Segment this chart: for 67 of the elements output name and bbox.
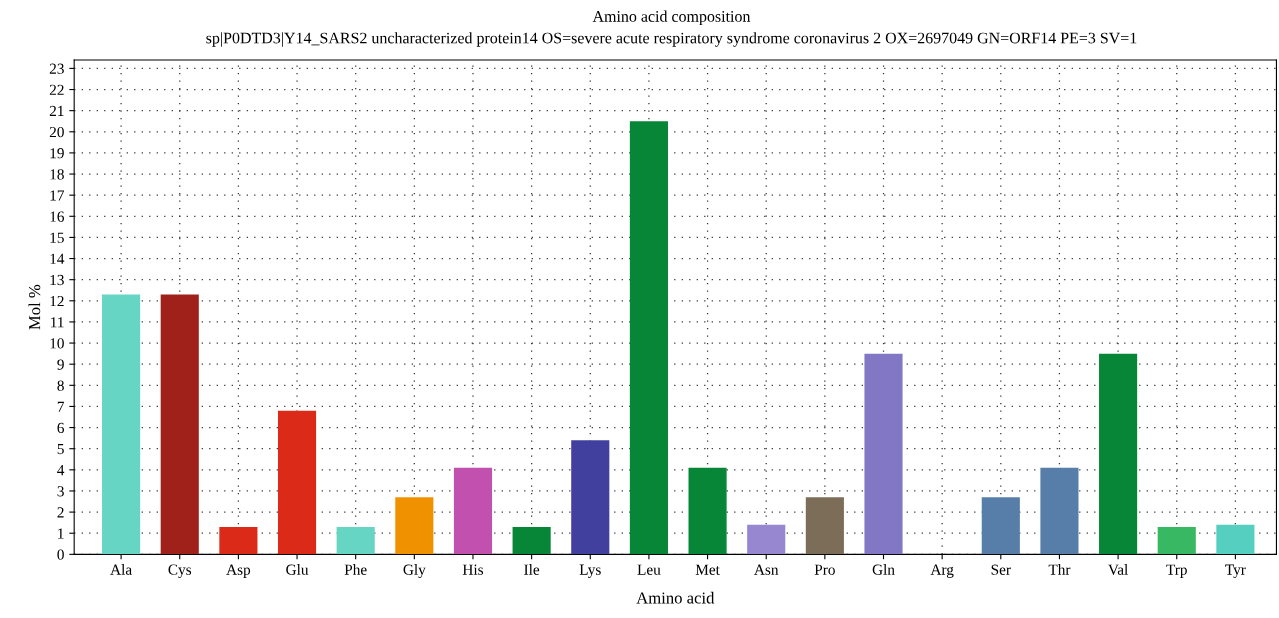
bar <box>160 294 199 555</box>
x-tick-label: Leu <box>637 564 661 575</box>
bar <box>747 524 786 555</box>
y-tick-label: 16 <box>50 211 64 222</box>
x-tick-label: Met <box>695 564 720 575</box>
y-tick-label: 5 <box>57 444 64 455</box>
y-tick-label: 23 <box>49 63 64 74</box>
x-tick-label: Val <box>1108 564 1128 575</box>
bar <box>277 410 317 555</box>
y-tick-label: 6 <box>57 422 64 434</box>
y-tick-label: 13 <box>50 274 64 286</box>
x-tick-label: Gly <box>403 564 426 578</box>
x-tick-label: Tyr <box>1225 564 1246 578</box>
bar <box>336 526 375 555</box>
bar <box>571 440 610 555</box>
y-tick-label: 7 <box>57 401 65 412</box>
bar <box>688 467 727 555</box>
y-tick-label: 10 <box>50 338 64 349</box>
y-tick-label: 8 <box>57 380 64 391</box>
chart-subtitle: sp|P0DTD3|Y14_SARS2 uncharacterized protein14 OS=severe acute respiratory syndrome coronavirus 2 OX=2697049 GN=ORF14 PE=3 SV=1 <box>206 32 1137 47</box>
x-tick-label: His <box>462 564 484 575</box>
y-tick-label: 14 <box>50 253 65 264</box>
x-axis-title: Amino acid <box>636 591 715 604</box>
bar <box>805 497 844 555</box>
x-tick-label: Thr <box>1048 564 1071 575</box>
x-tick-label: Ser <box>991 564 1011 575</box>
bar <box>629 121 668 555</box>
y-tick-label: 22 <box>49 84 64 95</box>
y-tick-label: 19 <box>50 148 64 159</box>
x-tick-label: Asp <box>226 564 251 578</box>
y-tick-label: 3 <box>57 486 64 497</box>
x-tick-label: Ile <box>524 564 540 575</box>
y-tick-label: 18 <box>50 169 64 180</box>
y-tick-label: 1 <box>58 528 64 539</box>
x-tick-label: Asn <box>754 564 779 575</box>
bar <box>864 353 903 555</box>
x-tick-label: Trp <box>1166 564 1187 578</box>
y-tick-label: 0 <box>57 549 64 560</box>
y-tick-label: 4 <box>57 465 65 476</box>
x-tick-label: Cys <box>168 564 192 578</box>
bar <box>512 526 551 555</box>
x-tick-label: Glu <box>286 564 309 575</box>
x-tick-label: Pro <box>814 564 835 575</box>
y-tick-label: 2 <box>57 507 64 518</box>
y-tick-label: 15 <box>50 232 64 243</box>
bar <box>1099 353 1138 555</box>
bar <box>1216 524 1255 555</box>
bar <box>219 526 258 555</box>
x-tick-label: Phe <box>344 564 367 575</box>
y-tick-label: 12 <box>50 295 64 307</box>
x-tick-label: Gln <box>872 564 895 575</box>
bar <box>1040 467 1079 555</box>
y-tick-label: 9 <box>57 359 64 370</box>
bar <box>395 497 434 555</box>
y-tick-label: 20 <box>49 126 64 138</box>
bar <box>1157 526 1196 555</box>
bar <box>981 497 1020 555</box>
x-tick-label: Lys <box>579 564 601 578</box>
x-tick-label: Ala <box>110 564 132 575</box>
y-tick-label: 21 <box>49 105 64 116</box>
x-tick-label: Arg <box>930 564 954 578</box>
y-tick-label: 11 <box>51 317 64 328</box>
y-tick-label: 17 <box>50 190 65 201</box>
chart-title: Amino acid composition <box>592 10 751 26</box>
bar <box>102 294 141 555</box>
bar <box>453 467 493 555</box>
y-axis-title: Mol % <box>28 284 41 330</box>
